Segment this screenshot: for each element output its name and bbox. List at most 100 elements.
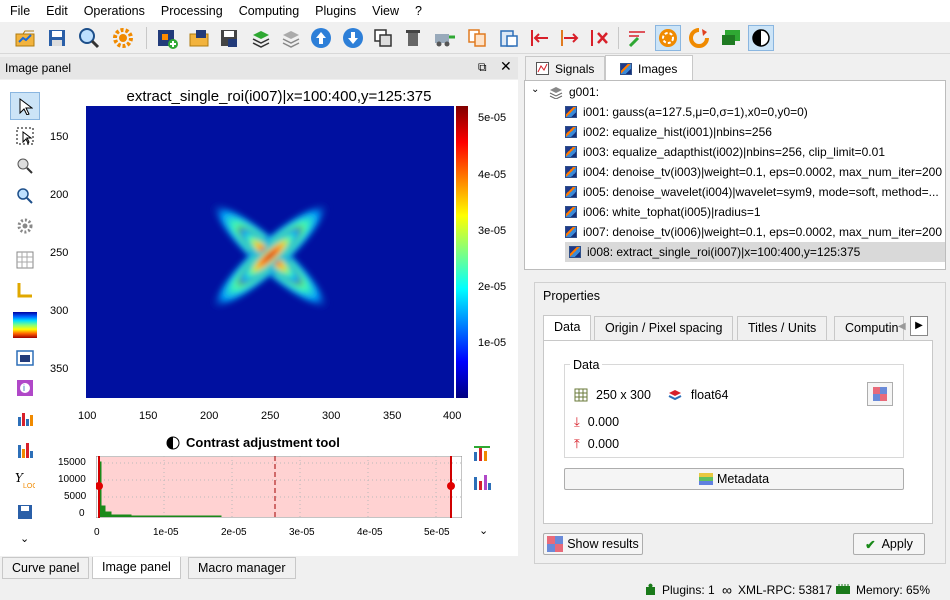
- rect-zoom-icon[interactable]: [10, 122, 40, 150]
- tree-item[interactable]: i003: equalize_adapthist(i002)|nbins=256…: [565, 142, 885, 162]
- tree-item-label: i004: denoise_tv(i003)|weight=0.1, eps=0…: [583, 165, 943, 179]
- tab-signals[interactable]: Signals: [525, 56, 605, 80]
- zoom-icon[interactable]: [76, 25, 102, 51]
- show-results-label: Show results: [567, 537, 639, 551]
- signal-icon: [536, 62, 549, 75]
- axes-icon[interactable]: [10, 276, 40, 304]
- histogram-icon[interactable]: [10, 404, 40, 432]
- colorbar-tick: 2e-05: [478, 281, 507, 293]
- tree-item[interactable]: i007: denoise_tv(i006)|weight=0.1, eps=0…: [565, 222, 942, 242]
- show-results-button[interactable]: Show results: [543, 533, 643, 555]
- log-scale-icon[interactable]: YLOG: [10, 466, 40, 494]
- tab-images-label: Images: [638, 61, 678, 76]
- new-image-icon[interactable]: [154, 25, 180, 51]
- tab-images[interactable]: Images: [605, 55, 693, 81]
- image-plot[interactable]: [86, 106, 454, 398]
- cut-right-icon[interactable]: [556, 25, 582, 51]
- more-icon[interactable]: ⌄: [479, 525, 489, 537]
- grid-icon[interactable]: [10, 246, 40, 274]
- auto-contrast-icon[interactable]: [472, 443, 492, 466]
- remove-icon[interactable]: [586, 25, 612, 51]
- tab-computing[interactable]: Computin: [834, 316, 904, 340]
- x-tick: 100: [78, 410, 97, 422]
- menu-help[interactable]: ?: [415, 4, 422, 18]
- histogram-alt-icon[interactable]: [10, 436, 40, 464]
- move-icon[interactable]: [432, 25, 458, 51]
- tree-item[interactable]: i005: denoise_wavelet(i004)|wavelet=sym9…: [565, 182, 939, 202]
- edit-icon[interactable]: [624, 25, 650, 51]
- hist-y-tick: 5000: [64, 491, 87, 502]
- results-icon: [547, 536, 564, 552]
- new-signal-icon[interactable]: [12, 25, 38, 51]
- paste-icon[interactable]: [496, 25, 522, 51]
- tab-scroll-left-icon[interactable]: ◀: [898, 321, 906, 332]
- tab-macro-manager[interactable]: Macro manager: [188, 557, 296, 579]
- properties-group: [534, 282, 946, 564]
- tree-item[interactable]: i004: denoise_tv(i003)|weight=0.1, eps=0…: [565, 162, 942, 182]
- settings-icon[interactable]: [110, 25, 136, 51]
- view-data-button[interactable]: [867, 382, 893, 406]
- metadata-button[interactable]: Metadata: [564, 468, 904, 490]
- menu-plugins[interactable]: Plugins: [315, 4, 357, 18]
- tab-titles-units[interactable]: Titles / Units: [737, 316, 828, 340]
- plot-title: extract_single_roi(i007)|x=100:400,y=125…: [126, 88, 432, 105]
- magnify-icon[interactable]: [10, 152, 40, 180]
- tab-scroll-right-icon[interactable]: ▶: [910, 316, 928, 336]
- tab-data[interactable]: Data: [543, 315, 592, 340]
- max-value: 0.000: [587, 437, 620, 451]
- group-row[interactable]: g001:: [549, 83, 599, 101]
- gear-icon[interactable]: [10, 212, 40, 240]
- bottom-tabbar: Curve panel Image panel Macro manager: [0, 557, 518, 579]
- open-image-icon[interactable]: [186, 25, 212, 51]
- layers-icon[interactable]: [278, 25, 304, 51]
- menu-computing[interactable]: Computing: [238, 4, 300, 18]
- contrast-icon[interactable]: [748, 25, 774, 51]
- menu-view[interactable]: View: [372, 4, 400, 18]
- tab-curve-panel[interactable]: Curve panel: [2, 557, 90, 579]
- arrow-up-icon[interactable]: [308, 25, 334, 51]
- comment-icon[interactable]: [718, 25, 744, 51]
- undock-icon[interactable]: ⧉: [478, 60, 487, 74]
- image-stats-icon[interactable]: [10, 344, 40, 372]
- tree-item-selected[interactable]: i008: extract_single_roi(i007)|x=100:400…: [565, 242, 945, 262]
- object-tree: [524, 80, 946, 270]
- menu-processing[interactable]: Processing: [160, 4, 223, 18]
- tab-signals-label: Signals: [555, 61, 595, 76]
- hist-x-tick: 4e-05: [357, 527, 383, 538]
- copy-icon[interactable]: [464, 25, 490, 51]
- save-icon[interactable]: [44, 25, 70, 51]
- collapse-icon[interactable]: ⌄: [531, 84, 540, 95]
- stack-icon[interactable]: [248, 25, 274, 51]
- menu-operations[interactable]: Operations: [83, 4, 145, 18]
- hist-y-tick: 10000: [58, 474, 86, 485]
- tree-item[interactable]: i001: gauss(a=127.5,μ=0,σ=1),x0=0,y0=0): [565, 102, 808, 122]
- menu-file[interactable]: File: [10, 4, 31, 18]
- arrow-down-icon[interactable]: [340, 25, 366, 51]
- more-tools-icon[interactable]: ⌄: [20, 533, 30, 545]
- cut-left-icon[interactable]: [526, 25, 552, 51]
- data-tab-content: [543, 340, 933, 524]
- histogram-plot[interactable]: [96, 456, 462, 518]
- delete-icon[interactable]: [400, 25, 426, 51]
- tab-origin-pixel-spacing[interactable]: Origin / Pixel spacing: [594, 316, 734, 340]
- save-image-icon[interactable]: [216, 25, 242, 51]
- zoom-fit-icon[interactable]: [10, 182, 40, 210]
- tree-item[interactable]: i006: white_tophat(i005)|radius=1: [565, 202, 761, 222]
- tab-image-panel[interactable]: Image panel: [92, 557, 181, 579]
- colorbar: [456, 106, 468, 398]
- duplicate-icon[interactable]: [370, 25, 396, 51]
- roi-icon[interactable]: [655, 25, 681, 51]
- processing-icon[interactable]: [686, 25, 712, 51]
- image-icon: [565, 186, 577, 198]
- apply-button[interactable]: ✔ Apply: [853, 533, 925, 555]
- eliminate-outliers-icon[interactable]: [472, 472, 492, 495]
- close-icon[interactable]: ✕: [500, 58, 512, 74]
- select-tool-icon[interactable]: [10, 92, 40, 120]
- hist-x-tick: 0: [94, 527, 100, 538]
- save-plot-icon[interactable]: [10, 498, 40, 526]
- menu-edit[interactable]: Edit: [46, 4, 68, 18]
- tree-item[interactable]: i002: equalize_hist(i001)|nbins=256: [565, 122, 772, 142]
- colormap-icon[interactable]: [10, 311, 40, 339]
- info-icon[interactable]: i: [10, 374, 40, 402]
- max-icon: ⤒: [574, 436, 580, 451]
